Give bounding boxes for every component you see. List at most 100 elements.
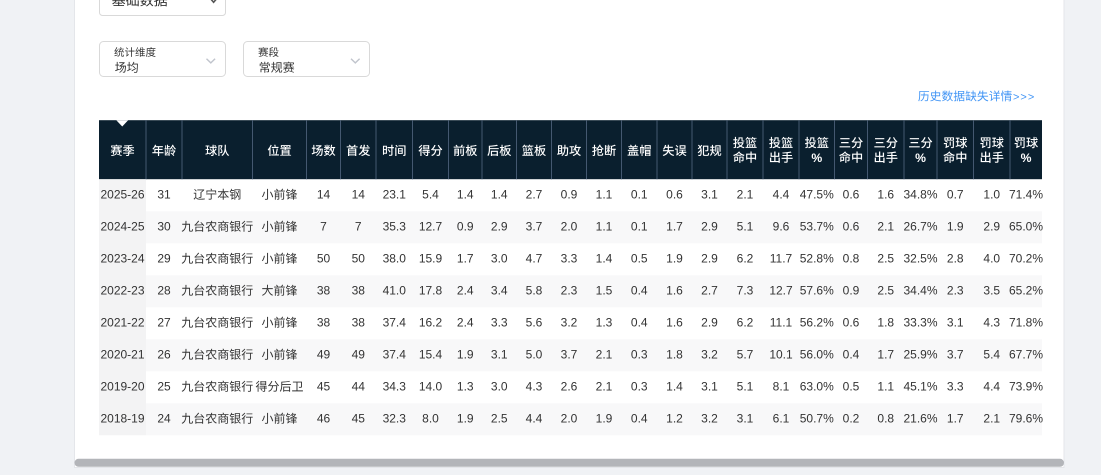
svg-text:3.3: 3.3 bbox=[491, 316, 508, 330]
svg-text:3.1: 3.1 bbox=[947, 316, 964, 330]
svg-text:1.8: 1.8 bbox=[666, 348, 683, 362]
svg-text:7.3: 7.3 bbox=[737, 284, 754, 298]
svg-text:14.0: 14.0 bbox=[419, 380, 443, 394]
svg-text:2.4: 2.4 bbox=[457, 284, 474, 298]
svg-text:2.9: 2.9 bbox=[701, 252, 718, 266]
svg-text:0.8: 0.8 bbox=[877, 412, 894, 426]
svg-text:16.2: 16.2 bbox=[419, 316, 443, 330]
svg-text:2.9: 2.9 bbox=[701, 220, 718, 234]
svg-text:26: 26 bbox=[157, 348, 171, 362]
svg-text:2023-24: 2023-24 bbox=[100, 252, 144, 266]
svg-text:0.3: 0.3 bbox=[631, 348, 648, 362]
svg-text:2.0: 2.0 bbox=[561, 412, 578, 426]
svg-text:23.1: 23.1 bbox=[383, 188, 407, 202]
svg-text:5.1: 5.1 bbox=[737, 220, 754, 234]
svg-text:6.2: 6.2 bbox=[737, 316, 754, 330]
svg-text:5.6: 5.6 bbox=[526, 316, 543, 330]
svg-text:0.5: 0.5 bbox=[631, 252, 648, 266]
svg-text:1.0: 1.0 bbox=[983, 188, 1000, 202]
svg-text:6.2: 6.2 bbox=[737, 252, 754, 266]
svg-text:1.8: 1.8 bbox=[877, 316, 894, 330]
svg-text:38.0: 38.0 bbox=[383, 252, 407, 266]
svg-text:3.3: 3.3 bbox=[947, 380, 964, 394]
svg-text:0.8: 0.8 bbox=[843, 252, 860, 266]
svg-text:0.7: 0.7 bbox=[947, 188, 964, 202]
svg-text:1.1: 1.1 bbox=[877, 380, 894, 394]
svg-text:11.7: 11.7 bbox=[770, 252, 793, 266]
svg-text:1.9: 1.9 bbox=[666, 252, 683, 266]
svg-text:0.4: 0.4 bbox=[631, 284, 648, 298]
svg-text:4.0: 4.0 bbox=[983, 252, 1000, 266]
svg-text:50: 50 bbox=[317, 252, 331, 266]
svg-text:73.9%: 73.9% bbox=[1009, 380, 1043, 394]
svg-text:3.2: 3.2 bbox=[701, 412, 718, 426]
svg-text:2.1: 2.1 bbox=[877, 220, 894, 234]
svg-text:37.4: 37.4 bbox=[383, 348, 407, 362]
svg-text:2018-19: 2018-19 bbox=[100, 412, 144, 426]
svg-text:3.1: 3.1 bbox=[701, 188, 718, 202]
svg-text:41.0: 41.0 bbox=[383, 284, 407, 298]
svg-text:5.4: 5.4 bbox=[422, 188, 439, 202]
svg-text:7: 7 bbox=[355, 220, 362, 234]
svg-text:45.1%: 45.1% bbox=[903, 380, 937, 394]
svg-text:8.0: 8.0 bbox=[422, 412, 439, 426]
svg-text:3.2: 3.2 bbox=[561, 316, 578, 330]
svg-text:3.7: 3.7 bbox=[526, 220, 543, 234]
svg-text:3.1: 3.1 bbox=[491, 348, 508, 362]
svg-text:17.8: 17.8 bbox=[419, 284, 443, 298]
svg-text:0.2: 0.2 bbox=[843, 412, 860, 426]
svg-text:0.5: 0.5 bbox=[843, 380, 860, 394]
svg-text:3.5: 3.5 bbox=[983, 284, 1000, 298]
svg-text:34.3: 34.3 bbox=[383, 380, 407, 394]
svg-text:34.8%: 34.8% bbox=[903, 188, 937, 202]
svg-text:2.1: 2.1 bbox=[596, 348, 613, 362]
svg-text:%: % bbox=[915, 151, 926, 165]
svg-text:2025-26: 2025-26 bbox=[100, 188, 144, 202]
svg-text:31: 31 bbox=[157, 188, 171, 202]
svg-text:1.9: 1.9 bbox=[457, 412, 474, 426]
svg-text:65.0%: 65.0% bbox=[1009, 220, 1043, 234]
svg-text:34.4%: 34.4% bbox=[903, 284, 937, 298]
svg-text:1.7: 1.7 bbox=[947, 412, 964, 426]
svg-text:1.4: 1.4 bbox=[491, 188, 508, 202]
svg-text:2.4: 2.4 bbox=[457, 316, 474, 330]
svg-text:15.9: 15.9 bbox=[419, 252, 443, 266]
svg-text:4.4: 4.4 bbox=[773, 188, 790, 202]
svg-text:4.3: 4.3 bbox=[983, 316, 1000, 330]
svg-text:53.7%: 53.7% bbox=[800, 220, 834, 234]
svg-text:3.0: 3.0 bbox=[491, 252, 508, 266]
svg-text:12.7: 12.7 bbox=[419, 220, 443, 234]
svg-text:1.6: 1.6 bbox=[666, 284, 683, 298]
svg-text:71.4%: 71.4% bbox=[1009, 188, 1043, 202]
svg-text:50: 50 bbox=[352, 252, 366, 266]
svg-text:9.6: 9.6 bbox=[773, 220, 790, 234]
svg-text:38: 38 bbox=[317, 316, 331, 330]
svg-text:45: 45 bbox=[352, 412, 366, 426]
svg-text:5.7: 5.7 bbox=[737, 348, 754, 362]
svg-text:4.4: 4.4 bbox=[526, 412, 543, 426]
svg-text:2019-20: 2019-20 bbox=[100, 380, 144, 394]
svg-text:5.0: 5.0 bbox=[526, 348, 543, 362]
svg-text:1.7: 1.7 bbox=[666, 220, 683, 234]
svg-text:67.7%: 67.7% bbox=[1009, 348, 1043, 362]
svg-text:2.1: 2.1 bbox=[983, 412, 1000, 426]
svg-text:56.0%: 56.0% bbox=[800, 348, 834, 362]
svg-text:4.7: 4.7 bbox=[526, 252, 543, 266]
svg-text:2.5: 2.5 bbox=[877, 252, 894, 266]
svg-text:1.1: 1.1 bbox=[596, 188, 613, 202]
svg-text:1.4: 1.4 bbox=[596, 252, 613, 266]
svg-text:33.3%: 33.3% bbox=[903, 316, 937, 330]
svg-text:45: 45 bbox=[317, 380, 331, 394]
svg-text:0.6: 0.6 bbox=[843, 220, 860, 234]
svg-text:3.4: 3.4 bbox=[491, 284, 508, 298]
svg-text:3.0: 3.0 bbox=[491, 380, 508, 394]
svg-text:38: 38 bbox=[352, 284, 366, 298]
svg-text:0.4: 0.4 bbox=[631, 316, 648, 330]
svg-text:24: 24 bbox=[157, 412, 171, 426]
svg-text:50.7%: 50.7% bbox=[800, 412, 834, 426]
svg-text:25.9%: 25.9% bbox=[903, 348, 937, 362]
svg-text:79.6%: 79.6% bbox=[1009, 412, 1043, 426]
svg-text:2.9: 2.9 bbox=[983, 220, 1000, 234]
svg-text:11.1: 11.1 bbox=[770, 316, 793, 330]
svg-text:3.1: 3.1 bbox=[701, 380, 718, 394]
